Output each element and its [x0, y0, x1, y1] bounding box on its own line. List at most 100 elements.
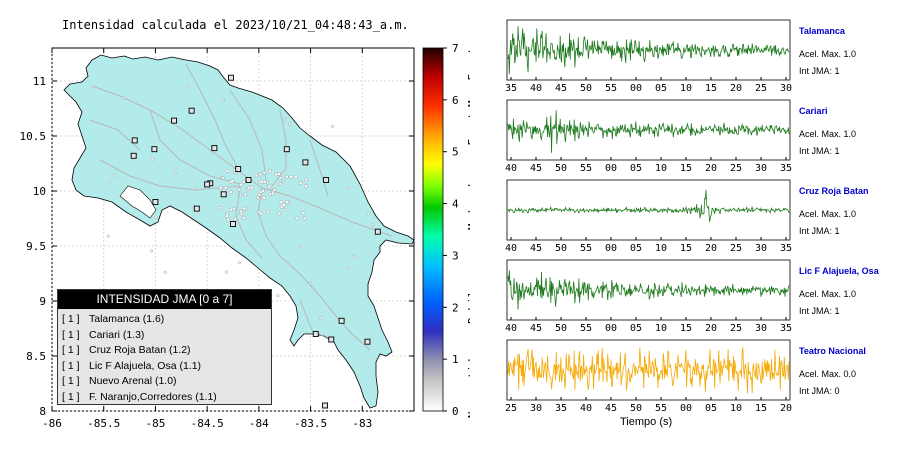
town-dot — [281, 180, 285, 184]
waveform-tick-label: 40 — [505, 163, 517, 174]
colorbar-tick-label: 0 — [452, 405, 459, 418]
waveform-tick-label: 20 — [730, 83, 742, 94]
waveform-trace — [507, 347, 790, 394]
waveform-panel: 40 45 50 55 00 05 10 15 20 25 30 35 — [505, 179, 792, 254]
waveform-tick-label: 35 — [780, 323, 792, 334]
town-dot — [149, 249, 154, 253]
town-dot — [271, 191, 275, 196]
waveform-tick-label: 40 — [505, 243, 517, 254]
colorbar-tick-label: 3 — [452, 249, 459, 262]
town-dot — [276, 294, 280, 298]
waveform-tick-label: 10 — [680, 83, 692, 94]
station-marker — [220, 191, 227, 198]
town-dot — [218, 205, 223, 210]
station-marker — [338, 317, 345, 324]
town-dot — [262, 170, 267, 175]
town-dot — [237, 187, 242, 192]
town-dot — [186, 84, 190, 88]
gulf-of-nicoya — [119, 185, 157, 219]
town-dot — [301, 211, 306, 215]
map-title: Intensidad calculada el 2023/10/21_04:48… — [62, 18, 409, 32]
waveform-tick-label: 25 — [730, 243, 742, 254]
legend-row: [ 1 ] Talamanca (1.6) — [58, 312, 271, 328]
town-dot — [246, 188, 250, 192]
waveform-tick-label: 30 — [755, 163, 767, 174]
waveform-tick-label: 00 — [605, 243, 617, 254]
town-dot — [283, 208, 287, 212]
waveform-station-name: Talamanca — [799, 26, 845, 36]
town-dot — [295, 216, 300, 221]
town-dot — [238, 209, 243, 214]
town-dot — [218, 186, 223, 190]
station-marker — [188, 107, 195, 114]
waveform-tick-label: 15 — [705, 83, 717, 94]
town-dot — [352, 254, 356, 258]
station-marker — [204, 181, 211, 188]
legend-title: INTENSIDAD JMA [0 a 7] — [58, 290, 271, 309]
waveform-accel: Acel. Max. 1.0 — [799, 209, 857, 219]
town-dot — [289, 174, 293, 179]
costa-rica-landmass — [63, 54, 415, 409]
waveform-tick-label: 50 — [555, 163, 567, 174]
town-dot — [242, 206, 247, 211]
waveform-tick-label: 05 — [630, 323, 642, 334]
station-marker — [235, 166, 242, 172]
waveform-tick-label: 15 — [680, 163, 692, 174]
waveform-panel: 40 45 50 55 00 05 10 15 20 25 30 35 — [505, 99, 792, 174]
waveform-intensity: Int JMA: 1 — [799, 66, 840, 76]
waveform-tick-label: 40 — [580, 403, 592, 414]
waveform-panel: 35 40 45 50 55 00 05 10 15 20 25 30 — [505, 19, 792, 94]
town-dot — [308, 281, 312, 285]
colorbar-tick-label: 4 — [452, 198, 459, 211]
waveform-tick-label: 00 — [605, 163, 617, 174]
town-dot — [277, 211, 282, 216]
town-dot — [285, 174, 289, 179]
colorbar — [422, 47, 444, 412]
waveform-station-info: Talamanca Acel. Max. 1.0 Int JMA: 1 — [799, 25, 856, 78]
town-dot — [299, 244, 303, 248]
waveform-trace — [507, 110, 790, 153]
waveform-accel: Acel. Max. 1.0 — [799, 49, 857, 59]
legend-level: [ 1 ] — [62, 359, 80, 372]
town-dot — [233, 217, 238, 222]
waveform-tick-label: 40 — [530, 83, 542, 94]
waveform-tick-label: 25 — [505, 403, 517, 414]
town-dot — [281, 203, 286, 207]
colorbar-tick-label: 1 — [452, 353, 459, 366]
waveform-tick-label: 25 — [730, 323, 742, 334]
waveform-intensity: Int JMA: 1 — [799, 226, 840, 236]
waveform-tick-label: 50 — [555, 323, 567, 334]
town-dot — [163, 270, 167, 274]
waveform-tick-label: 15 — [680, 323, 692, 334]
colorbar-tick-label: 7 — [452, 42, 459, 55]
station-marker — [312, 331, 319, 337]
waveform-tick-label: 05 — [655, 83, 667, 94]
waveform-tick-label: 50 — [555, 243, 567, 254]
waveform-accel: Acel. Max. 1.0 — [799, 289, 857, 299]
waveform-tick-label: 55 — [580, 163, 592, 174]
waveform-panel: 25 30 35 40 45 50 55 00 05 10 15 20 — [505, 339, 792, 414]
town-dot — [238, 182, 243, 187]
legend-station-name: Talamanca (1.6) — [89, 313, 165, 325]
waveform-station-name: Cariari — [799, 106, 828, 116]
town-dot — [225, 214, 230, 219]
waveform-intensity: Int JMA: 1 — [799, 306, 840, 316]
waveform-tick-label: 55 — [605, 83, 617, 94]
waveform-trace — [507, 270, 790, 310]
town-dot — [277, 171, 282, 176]
waveform-tick-label: 55 — [580, 243, 592, 254]
town-dot — [230, 179, 235, 184]
station-markers — [130, 74, 381, 409]
waveform-tick-label: 05 — [630, 243, 642, 254]
town-dot — [302, 216, 307, 221]
y-tick-label: 9.5 — [26, 240, 46, 253]
time-axis-label: Tiempo (s) — [620, 416, 673, 428]
waveform-tick-label: 15 — [680, 243, 692, 254]
y-tick-label: 11 — [33, 75, 46, 88]
station-marker — [328, 336, 335, 343]
y-tick-label: 9 — [39, 295, 46, 308]
town-dot — [226, 217, 230, 222]
station-marker — [171, 117, 177, 124]
station-marker — [322, 402, 329, 409]
town-dot — [261, 188, 265, 193]
